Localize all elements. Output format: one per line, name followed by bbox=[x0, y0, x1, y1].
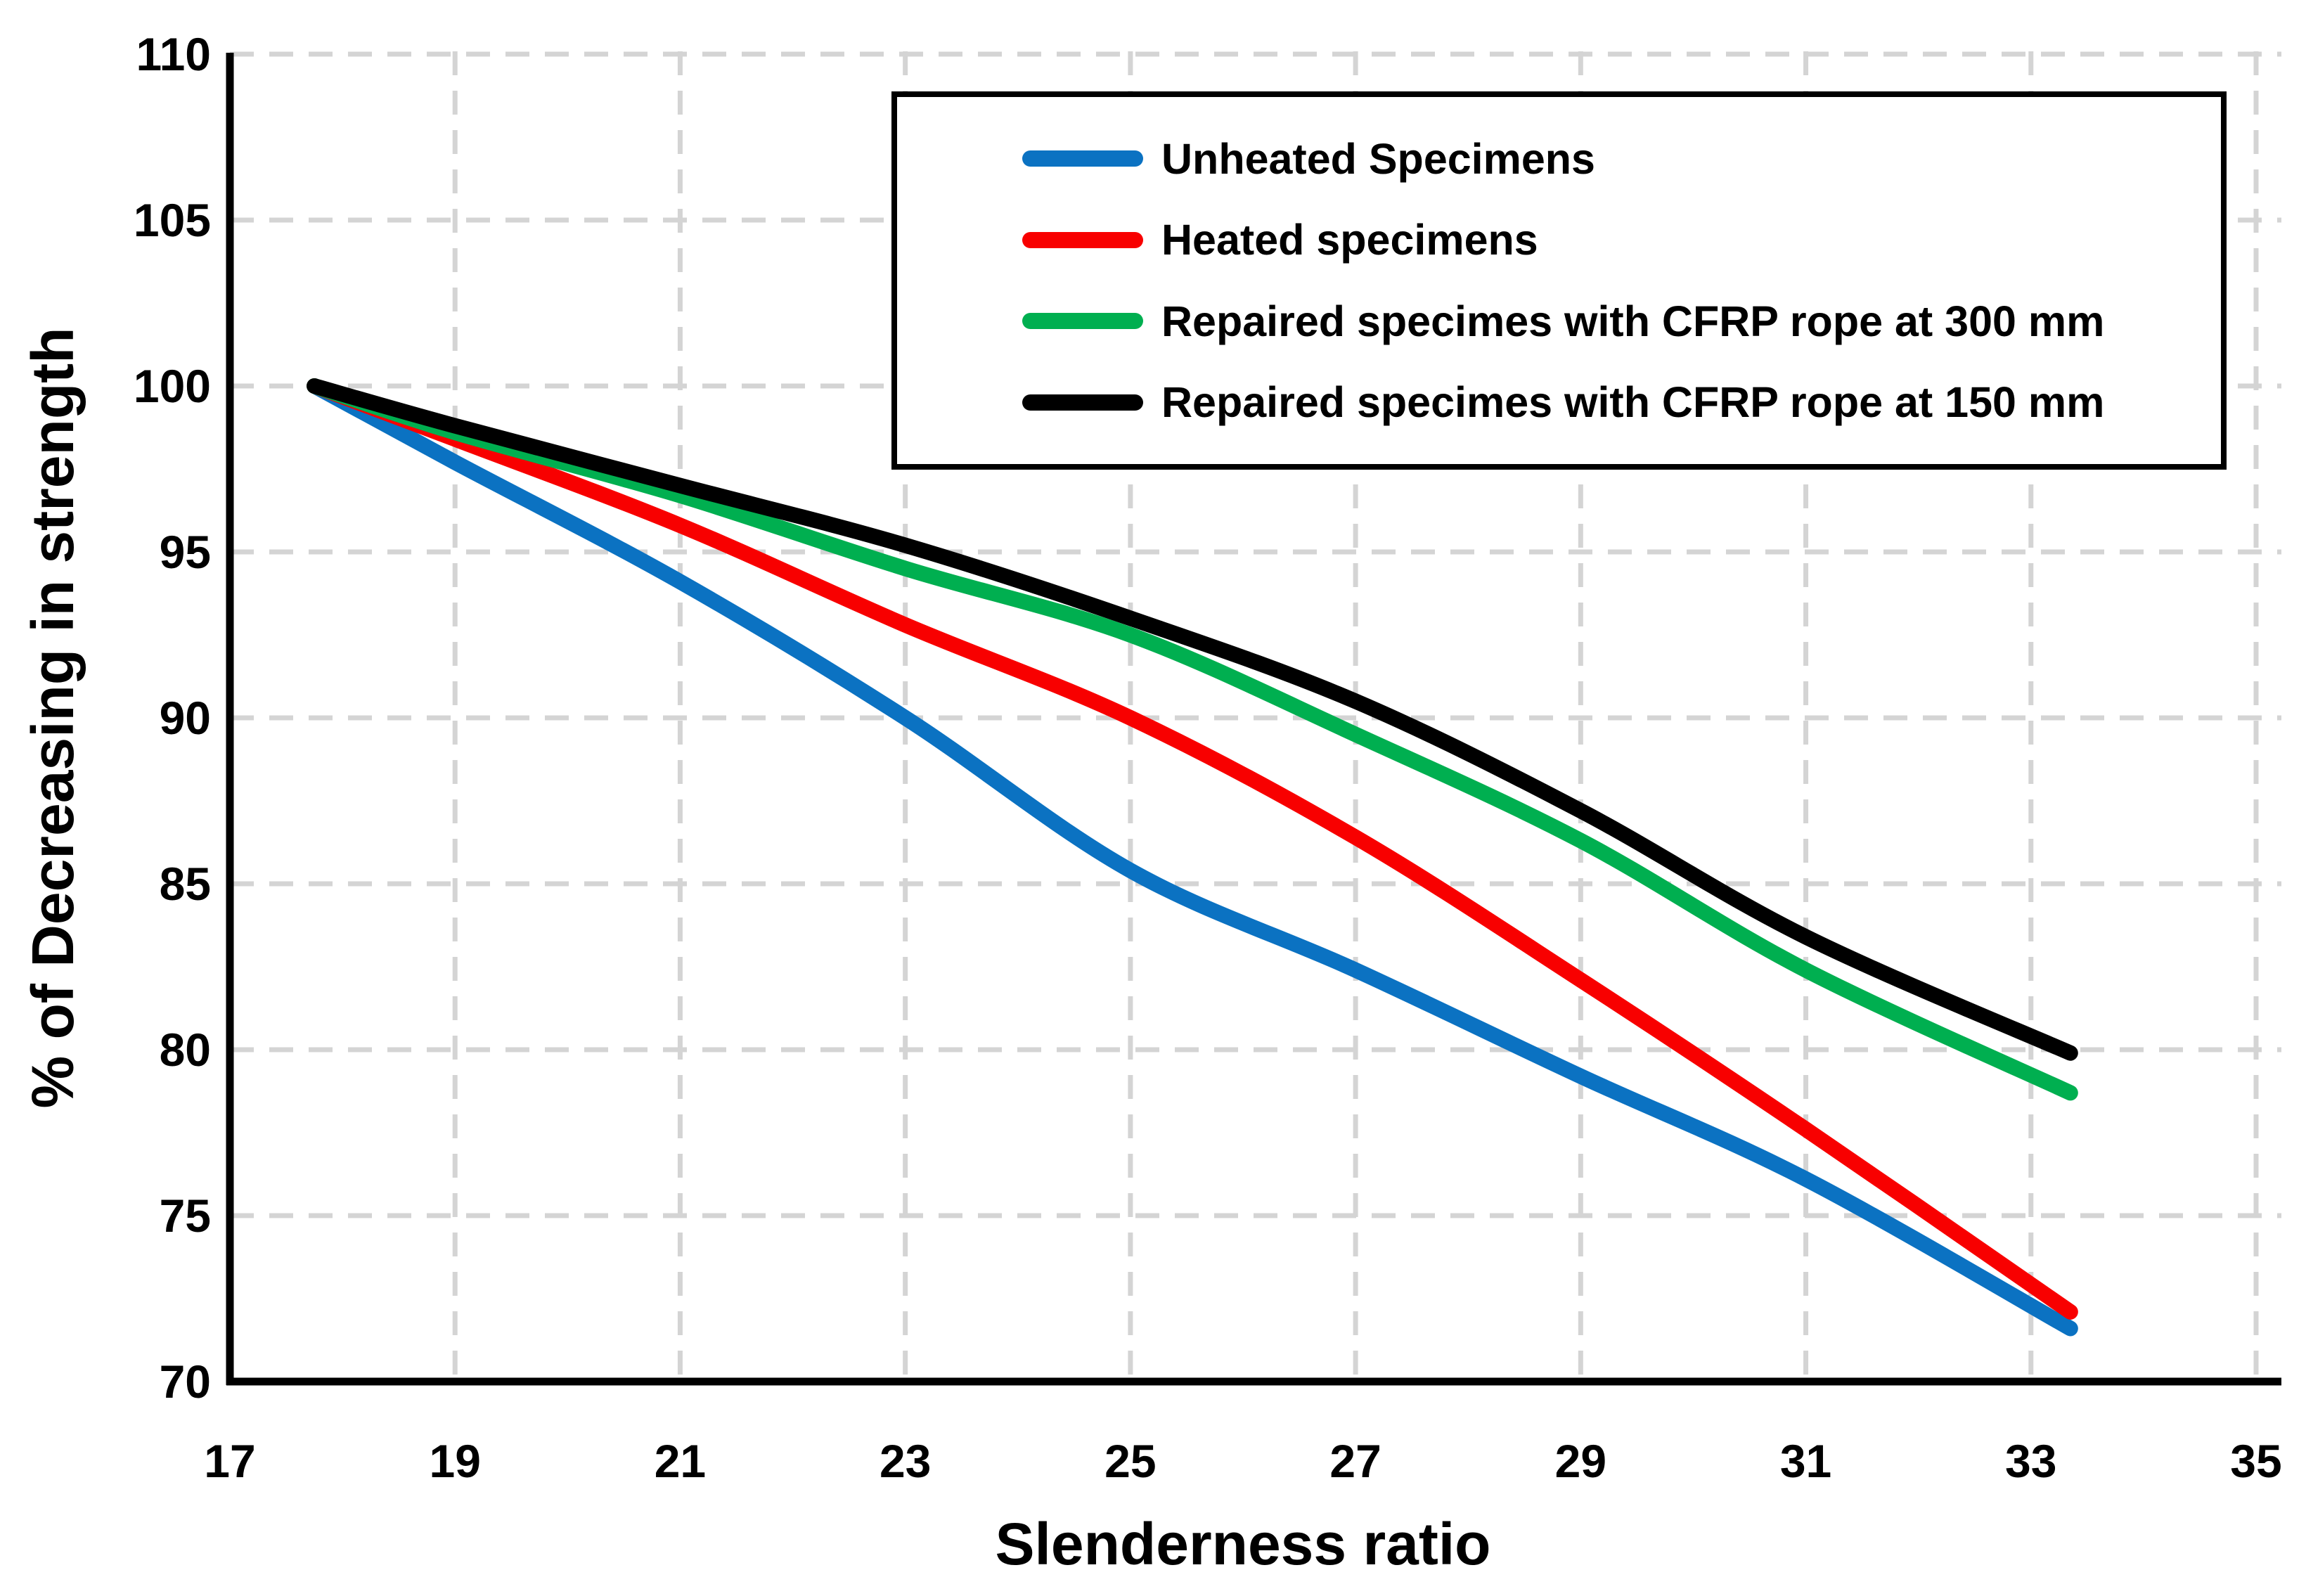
x-tick-label-25: 25 bbox=[1104, 1435, 1157, 1487]
y-tick-label-85: 85 bbox=[159, 858, 211, 910]
legend-label: Heated specimens bbox=[1161, 216, 1538, 264]
x-axis-title: Slenderness ratio bbox=[995, 1511, 1491, 1577]
legend-label: Repaired specimes with CFRP rope at 150 … bbox=[1161, 378, 2105, 427]
y-tick-label-70: 70 bbox=[159, 1356, 211, 1408]
legend: Unheated Specimens Heated specimens Repair… bbox=[891, 91, 2227, 470]
x-tick-label-21: 21 bbox=[654, 1435, 707, 1487]
legend-label: Unheated Specimens bbox=[1161, 134, 1595, 183]
y-tick-label-100: 100 bbox=[133, 360, 211, 412]
legend-swatch-icon bbox=[1022, 313, 1143, 330]
y-tick-label-110: 110 bbox=[136, 28, 211, 80]
legend-item: Unheated Specimens bbox=[1022, 134, 2221, 184]
series-line-repaired-specimes-with-cfrp-rope-at-150-mm bbox=[307, 378, 2078, 1061]
legend-label: Repaired specimes with CFRP rope at 300 … bbox=[1161, 297, 2105, 345]
series-line-heated-specimens bbox=[307, 378, 2078, 1320]
y-tick-label-75: 75 bbox=[159, 1190, 211, 1242]
legend-swatch-icon bbox=[1022, 150, 1143, 167]
y-tick-label-105: 105 bbox=[133, 194, 211, 246]
legend-swatch-icon bbox=[1022, 231, 1143, 248]
x-tick-label-29: 29 bbox=[1554, 1435, 1607, 1487]
x-tick-label-19: 19 bbox=[429, 1435, 481, 1487]
x-tick-label-17: 17 bbox=[204, 1435, 256, 1487]
y-tick-label-80: 80 bbox=[159, 1024, 211, 1076]
x-tick-label-33: 33 bbox=[2005, 1435, 2057, 1487]
x-tick-label-31: 31 bbox=[1779, 1435, 1832, 1487]
x-tick-label-35: 35 bbox=[2230, 1435, 2282, 1487]
y-tick-label-90: 90 bbox=[159, 692, 211, 744]
legend-swatch-icon bbox=[1022, 394, 1143, 411]
series-line-unheated-specimens bbox=[307, 378, 2078, 1337]
legend-item: Repaired specimes with CFRP rope at 300 … bbox=[1022, 297, 2221, 346]
x-tick-label-27: 27 bbox=[1329, 1435, 1381, 1487]
y-axis-title: % of Decreasing in strength bbox=[20, 327, 86, 1109]
legend-item: Repaired specimes with CFRP rope at 150 … bbox=[1022, 378, 2221, 427]
x-tick-label-23: 23 bbox=[879, 1435, 932, 1487]
legend-item: Heated specimens bbox=[1022, 215, 2221, 264]
y-tick-label-95: 95 bbox=[159, 526, 211, 578]
